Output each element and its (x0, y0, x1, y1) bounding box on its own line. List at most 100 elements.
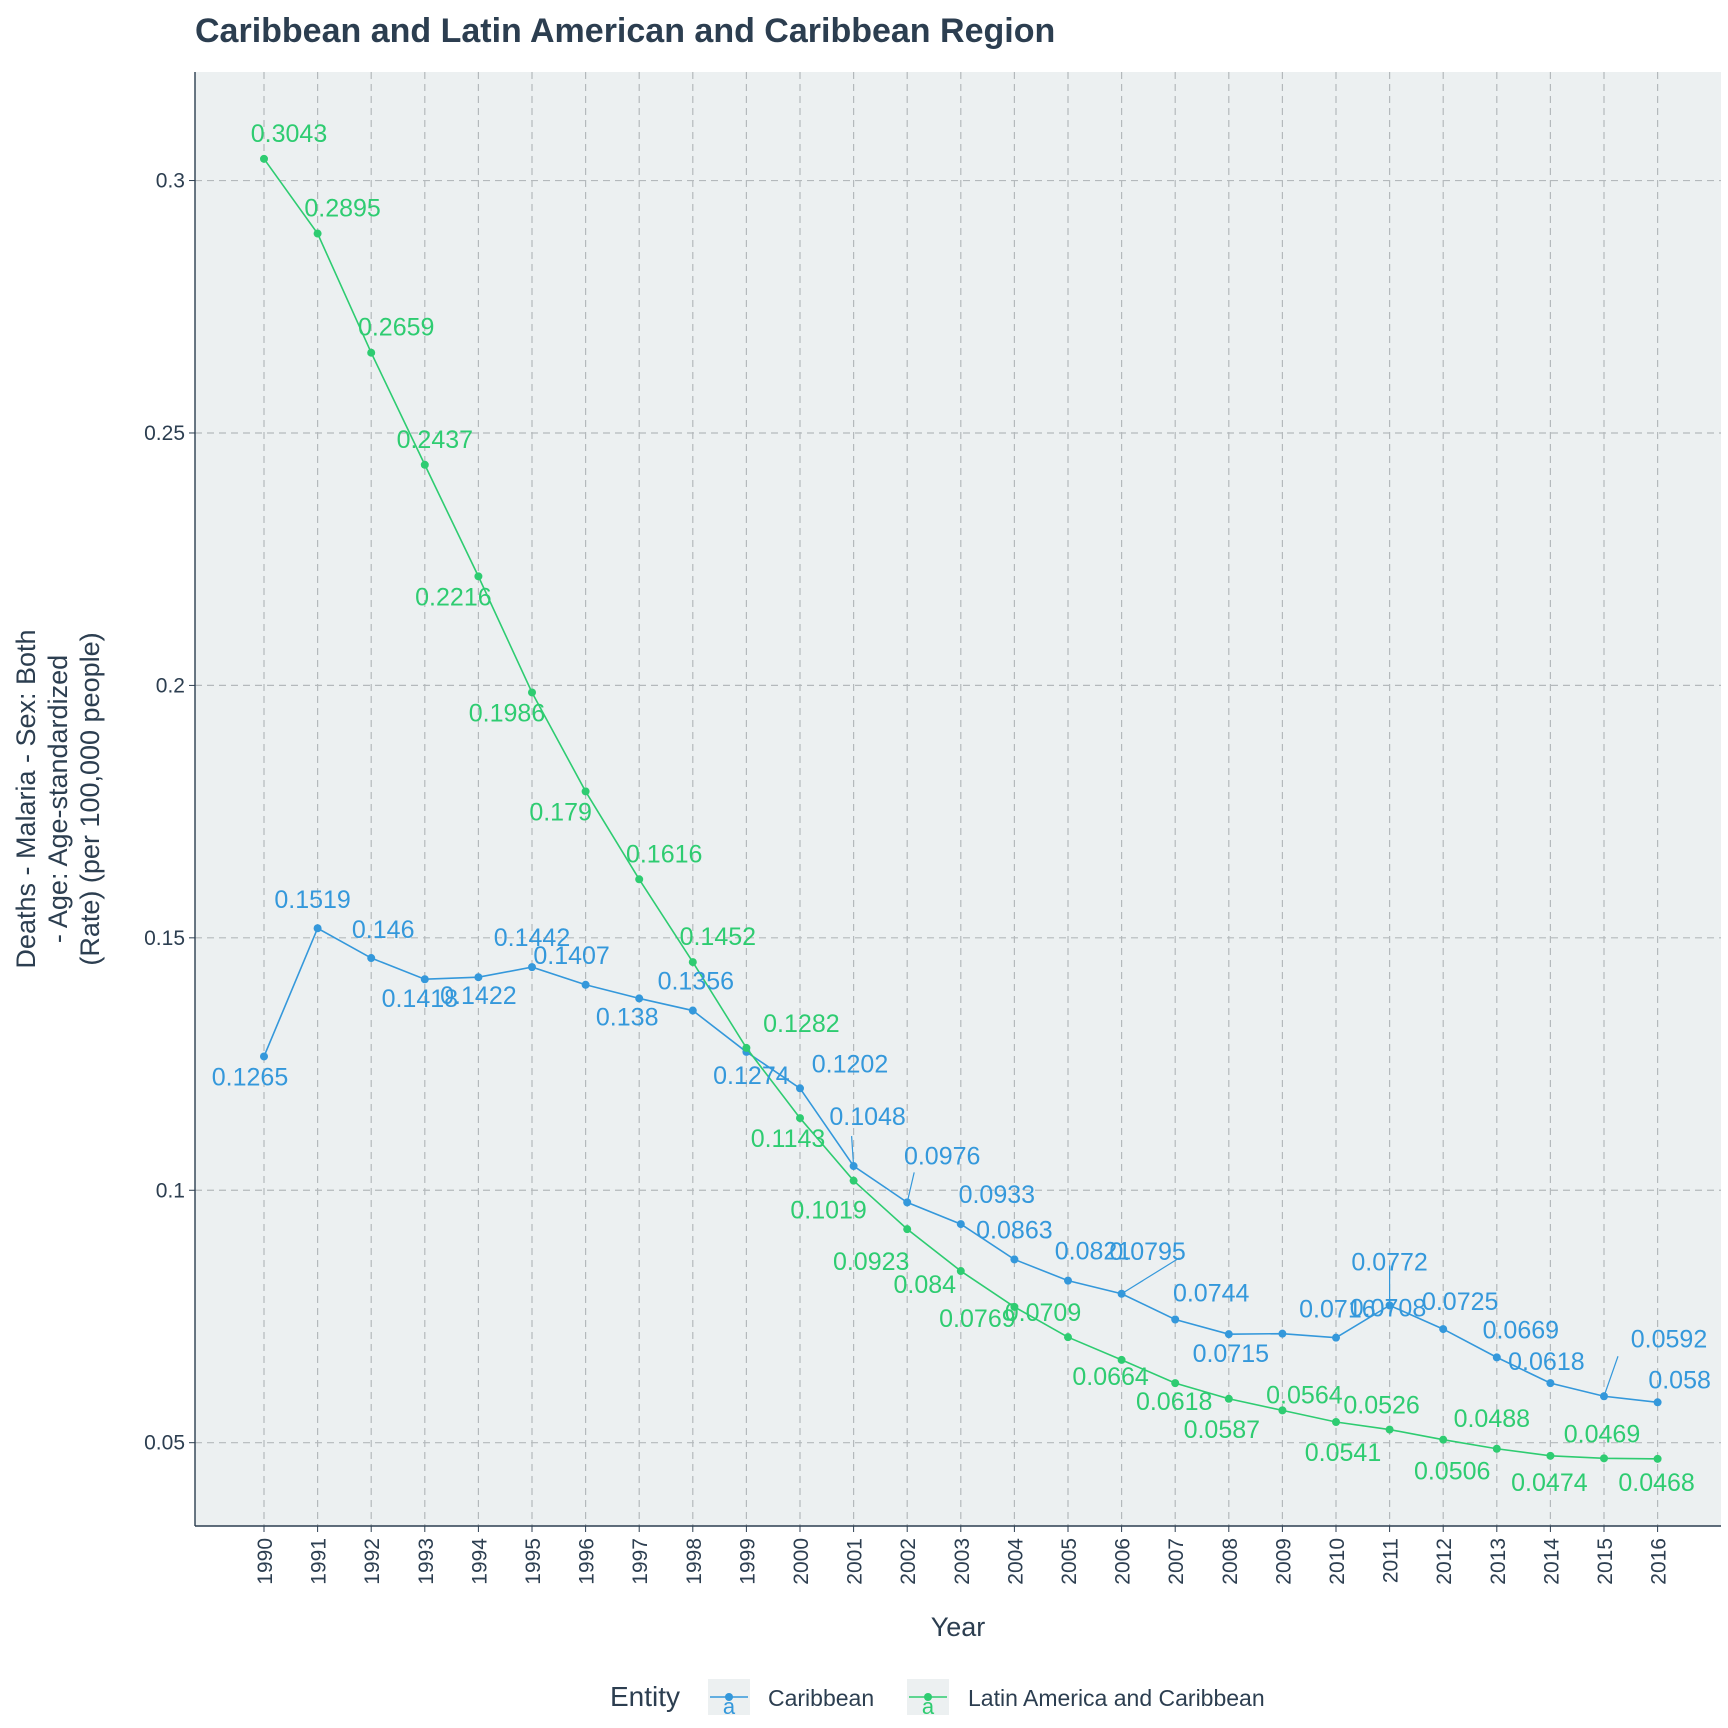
chart-title: Caribbean and Latin American and Caribbe… (195, 12, 1055, 50)
data-label: 0.0821 (1055, 1238, 1131, 1266)
data-point (1492, 1353, 1501, 1362)
data-point (1171, 1315, 1180, 1324)
x-tick-label: 2008 (1219, 1538, 1242, 1585)
label-leader-line (906, 1172, 915, 1203)
data-label: 0.058 (1648, 1366, 1711, 1394)
data-point (1653, 1398, 1662, 1407)
legend-glyph-caribbean: a (723, 1694, 736, 1719)
data-label: 0.1452 (680, 923, 756, 951)
data-label: 0.1422 (440, 982, 516, 1010)
data-point (1117, 1355, 1126, 1364)
data-point (1171, 1379, 1180, 1388)
x-tick-label: 1990 (254, 1538, 277, 1585)
data-point (474, 973, 483, 982)
legend-item-caribbean: a Caribbean (708, 1679, 874, 1719)
legend-label-latin-america: Latin America and Caribbean (968, 1685, 1265, 1711)
x-tick-label: 2001 (844, 1538, 867, 1585)
y-tick-label: 0.3 (156, 170, 185, 193)
data-point (1385, 1425, 1394, 1434)
data-label: 0.1274 (713, 1062, 790, 1090)
x-tick-label: 1995 (522, 1538, 545, 1585)
data-point (420, 460, 429, 469)
data-label: 0.0716 (1299, 1296, 1375, 1324)
data-label: 0.0709 (1005, 1299, 1081, 1327)
data-label: 0.0469 (1564, 1420, 1640, 1448)
data-label: 0.1048 (829, 1103, 905, 1131)
data-point (260, 1052, 268, 1061)
data-label: 0.0933 (959, 1181, 1035, 1209)
data-label: 0.1019 (790, 1197, 866, 1225)
data-label: 0.0708 (1350, 1295, 1426, 1323)
legend-title: Entity (610, 1681, 680, 1712)
data-label: 0.0474 (1511, 1469, 1588, 1497)
axes (194, 72, 1721, 1527)
x-tick-label: 2002 (897, 1538, 920, 1585)
data-point (1492, 1444, 1501, 1453)
x-tick-label: 2006 (1112, 1538, 1135, 1585)
x-tick-label: 2003 (951, 1538, 974, 1585)
data-point (903, 1225, 912, 1234)
data-label: 0.1265 (212, 1063, 288, 1091)
y-axis-title-line-1: Deaths - Malaria - Sex: Both (11, 629, 41, 968)
data-point (1332, 1417, 1340, 1426)
data-point (635, 994, 644, 1003)
data-label: 0.0587 (1184, 1416, 1260, 1444)
data-label: 0.0769 (939, 1305, 1015, 1333)
data-point (796, 1084, 804, 1093)
data-label: 0.1143 (751, 1125, 826, 1153)
data-label: 0.1442 (494, 924, 570, 952)
data-label: 0.0715 (1193, 1340, 1269, 1368)
data-label: 0.0795 (1109, 1238, 1185, 1266)
data-label: 0.1356 (658, 968, 734, 996)
legend-glyph-latin-america: a (922, 1694, 935, 1719)
data-point (849, 1176, 858, 1185)
legend-item-latin-america: a Latin America and Caribbean (907, 1679, 1265, 1719)
data-label: 0.1616 (626, 840, 702, 868)
data-point (313, 924, 322, 933)
x-tick-label: 2016 (1648, 1538, 1671, 1585)
data-label: 0.2216 (415, 583, 491, 611)
x-tick-label: 1999 (736, 1538, 759, 1585)
x-tick-label: 2012 (1433, 1538, 1456, 1585)
data-point (367, 954, 376, 963)
data-point (1064, 1333, 1072, 1342)
y-axis-title-line-2: - Age: Age-standardized (43, 655, 73, 943)
data-label: 0.138 (596, 1003, 659, 1031)
x-tick-label: 2005 (1058, 1538, 1081, 1585)
grid-lines (195, 72, 1721, 1526)
x-tick-label: 2000 (790, 1538, 813, 1585)
data-label: 0.2659 (358, 314, 434, 342)
data-point (796, 1114, 804, 1123)
y-tick-label: 0.25 (144, 422, 185, 445)
data-label: 0.0664 (1072, 1363, 1149, 1391)
data-label: 0.0863 (976, 1216, 1052, 1244)
data-point (367, 348, 376, 357)
series-caribbean (260, 924, 1662, 1407)
data-label: 0.0618 (1136, 1388, 1212, 1416)
data-label: 0.0618 (1508, 1348, 1584, 1376)
data-series (260, 154, 1662, 1463)
data-point (528, 688, 536, 697)
data-point (1278, 1329, 1287, 1338)
data-point (1224, 1394, 1233, 1403)
data-point (635, 875, 644, 884)
data-label: 0.0744 (1173, 1280, 1250, 1308)
data-label: 0.1418 (382, 985, 458, 1013)
data-point (742, 1043, 751, 1052)
data-label: 0.0592 (1631, 1325, 1707, 1353)
data-point (956, 1267, 965, 1276)
data-point (688, 958, 697, 967)
data-label: 0.1519 (274, 886, 350, 914)
data-point (420, 975, 429, 984)
data-point (1010, 1302, 1019, 1311)
label-leader-line (1121, 1257, 1180, 1295)
data-label: 0.0976 (904, 1142, 980, 1170)
data-point (1546, 1379, 1555, 1388)
x-tick-label: 1992 (361, 1538, 384, 1585)
data-point (260, 154, 268, 163)
legend-label-caribbean: Caribbean (768, 1685, 874, 1711)
data-label: 0.0488 (1454, 1405, 1530, 1433)
data-label: 0.0468 (1618, 1469, 1694, 1497)
data-label: 0.0526 (1343, 1392, 1419, 1420)
